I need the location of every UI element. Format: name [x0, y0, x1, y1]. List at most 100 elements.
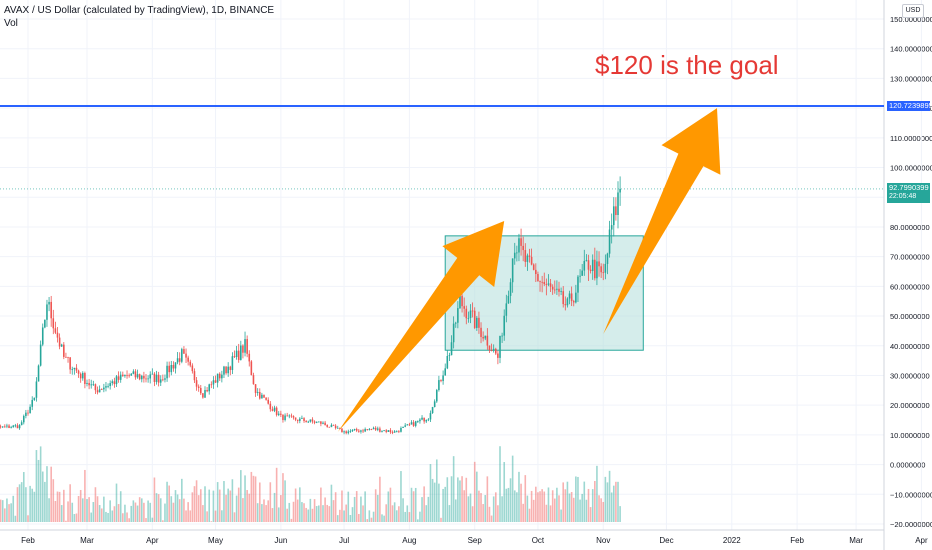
candle-body[interactable]	[370, 429, 373, 430]
candle-body[interactable]	[292, 416, 295, 418]
candle-body[interactable]	[360, 430, 362, 432]
candle-body[interactable]	[490, 350, 493, 351]
candle-body[interactable]	[183, 349, 185, 354]
candle-body[interactable]	[115, 376, 118, 385]
candle-body[interactable]	[600, 266, 602, 273]
candle-body[interactable]	[263, 394, 265, 398]
candle-body[interactable]	[22, 415, 25, 423]
candle-body[interactable]	[46, 304, 48, 320]
candle-body[interactable]	[551, 286, 554, 290]
candle-body[interactable]	[107, 385, 109, 387]
candle-body[interactable]	[212, 380, 215, 385]
candle-body[interactable]	[35, 381, 38, 398]
candle-body[interactable]	[336, 427, 339, 429]
candle-body[interactable]	[343, 431, 345, 433]
candle-body[interactable]	[581, 270, 583, 276]
candle-body[interactable]	[499, 335, 501, 358]
candle-body[interactable]	[608, 229, 611, 254]
candle-body[interactable]	[100, 389, 103, 391]
candle-body[interactable]	[417, 421, 419, 422]
candle-body[interactable]	[492, 348, 495, 351]
candle-body[interactable]	[406, 424, 409, 426]
candle-body[interactable]	[465, 308, 468, 319]
candle-body[interactable]	[178, 358, 181, 362]
candle-body[interactable]	[433, 401, 436, 408]
candle-body[interactable]	[446, 356, 449, 369]
candle-body[interactable]	[452, 323, 455, 343]
candle-body[interactable]	[227, 366, 229, 374]
candle-body[interactable]	[516, 252, 518, 254]
candle-body[interactable]	[75, 367, 78, 371]
candle-body[interactable]	[155, 374, 158, 382]
candle-body[interactable]	[8, 425, 10, 428]
candle-body[interactable]	[221, 374, 223, 379]
candle-body[interactable]	[364, 429, 366, 432]
candle-body[interactable]	[619, 188, 621, 193]
candle-body[interactable]	[435, 389, 438, 402]
candle-body[interactable]	[497, 353, 499, 358]
candle-body[interactable]	[128, 375, 130, 377]
candle-body[interactable]	[381, 430, 383, 432]
candle-body[interactable]	[138, 374, 141, 380]
candle-body[interactable]	[560, 291, 562, 292]
candle-body[interactable]	[145, 378, 147, 380]
candle-body[interactable]	[410, 422, 413, 425]
candle-body[interactable]	[269, 403, 272, 410]
candle-body[interactable]	[328, 426, 331, 428]
candle-body[interactable]	[172, 365, 175, 369]
candle-body[interactable]	[345, 431, 347, 434]
candle-body[interactable]	[52, 318, 55, 329]
candle-body[interactable]	[48, 301, 50, 305]
candle-body[interactable]	[480, 327, 482, 337]
candle-body[interactable]	[374, 427, 377, 430]
candle-body[interactable]	[610, 225, 613, 230]
candle-body[interactable]	[20, 422, 23, 426]
candle-body[interactable]	[476, 317, 478, 328]
candle-body[interactable]	[67, 356, 69, 358]
candle-body[interactable]	[282, 414, 284, 420]
candle-body[interactable]	[103, 387, 105, 390]
candle-body[interactable]	[199, 387, 202, 394]
candle-body[interactable]	[412, 422, 415, 426]
candle-body[interactable]	[210, 384, 213, 386]
candle-body[interactable]	[518, 238, 520, 253]
candle-body[interactable]	[111, 381, 114, 384]
candle-body[interactable]	[18, 425, 21, 429]
candle-body[interactable]	[570, 293, 573, 302]
candle-body[interactable]	[501, 335, 503, 337]
candle-body[interactable]	[237, 350, 240, 360]
goal-annotation[interactable]: $120 is the goal	[595, 50, 779, 80]
candle-body[interactable]	[254, 384, 257, 393]
candle-body[interactable]	[126, 375, 128, 376]
candle-body[interactable]	[218, 373, 221, 379]
candle-body[interactable]	[463, 306, 465, 309]
candle-body[interactable]	[309, 419, 312, 422]
candle-body[interactable]	[14, 425, 17, 427]
candle-body[interactable]	[355, 429, 358, 431]
candle-body[interactable]	[0, 426, 2, 428]
candle-body[interactable]	[545, 284, 548, 285]
candle-body[interactable]	[134, 371, 137, 378]
candle-body[interactable]	[216, 373, 219, 383]
candle-body[interactable]	[214, 380, 217, 383]
candle-body[interactable]	[16, 425, 19, 429]
candle-body[interactable]	[419, 419, 421, 422]
candle-body[interactable]	[39, 344, 42, 366]
candle-body[interactable]	[427, 419, 430, 421]
candle-body[interactable]	[176, 358, 179, 363]
candle-body[interactable]	[63, 344, 65, 357]
candle-body[interactable]	[322, 422, 324, 424]
candle-body[interactable]	[79, 373, 82, 379]
candle-body[interactable]	[44, 319, 46, 328]
candle-body[interactable]	[408, 424, 411, 426]
candle-body[interactable]	[513, 252, 516, 259]
candle-body[interactable]	[425, 420, 428, 422]
candle-body[interactable]	[151, 373, 154, 375]
candle-body[interactable]	[606, 253, 609, 264]
candle-body[interactable]	[124, 375, 126, 377]
candle-body[interactable]	[442, 375, 444, 382]
candle-body[interactable]	[170, 365, 173, 373]
candle-body[interactable]	[193, 371, 196, 381]
